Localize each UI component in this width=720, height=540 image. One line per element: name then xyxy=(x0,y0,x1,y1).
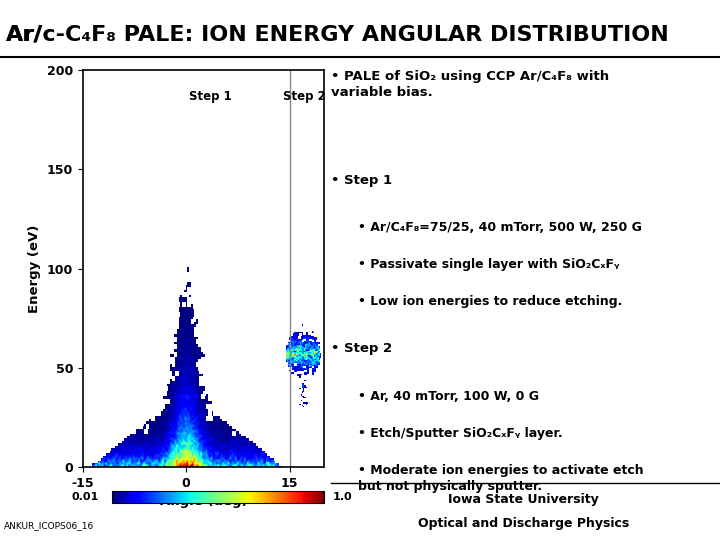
Text: • Step 1: • Step 1 xyxy=(331,174,392,187)
Text: Ar/c-C₄F₈ PALE: ION ENERGY ANGULAR DISTRIBUTION: Ar/c-C₄F₈ PALE: ION ENERGY ANGULAR DISTR… xyxy=(6,24,668,44)
X-axis label: Angle (deg): Angle (deg) xyxy=(160,495,247,508)
Text: 0.01: 0.01 xyxy=(71,492,99,502)
Text: • PALE of SiO₂ using CCP Ar/C₄F₈ with
variable bias.: • PALE of SiO₂ using CCP Ar/C₄F₈ with va… xyxy=(331,70,609,99)
Text: ANKUR_ICOPS06_16: ANKUR_ICOPS06_16 xyxy=(4,521,94,530)
Text: • Ar/C₄F₈=75/25, 40 mTorr, 500 W, 250 G: • Ar/C₄F₈=75/25, 40 mTorr, 500 W, 250 G xyxy=(358,221,642,234)
Text: • Ar, 40 mTorr, 100 W, 0 G: • Ar, 40 mTorr, 100 W, 0 G xyxy=(358,390,539,403)
Text: Iowa State University: Iowa State University xyxy=(449,493,599,506)
Text: Step 2: Step 2 xyxy=(284,90,326,103)
Text: • Passivate single layer with SiO₂CₓFᵧ: • Passivate single layer with SiO₂CₓFᵧ xyxy=(358,258,619,271)
Text: • Etch/Sputter SiO₂CₓFᵧ layer.: • Etch/Sputter SiO₂CₓFᵧ layer. xyxy=(358,427,563,440)
Text: Optical and Discharge Physics: Optical and Discharge Physics xyxy=(418,517,629,530)
Text: • Step 2: • Step 2 xyxy=(331,342,392,355)
Text: 1.0: 1.0 xyxy=(333,492,352,502)
Text: • Low ion energies to reduce etching.: • Low ion energies to reduce etching. xyxy=(358,295,623,308)
Text: Step 1: Step 1 xyxy=(189,90,232,103)
Text: • Moderate ion energies to activate etch
but not physically sputter.: • Moderate ion energies to activate etch… xyxy=(358,463,644,492)
Y-axis label: Energy (eV): Energy (eV) xyxy=(28,225,41,313)
Text: Ar/: Ar/ xyxy=(6,24,42,44)
